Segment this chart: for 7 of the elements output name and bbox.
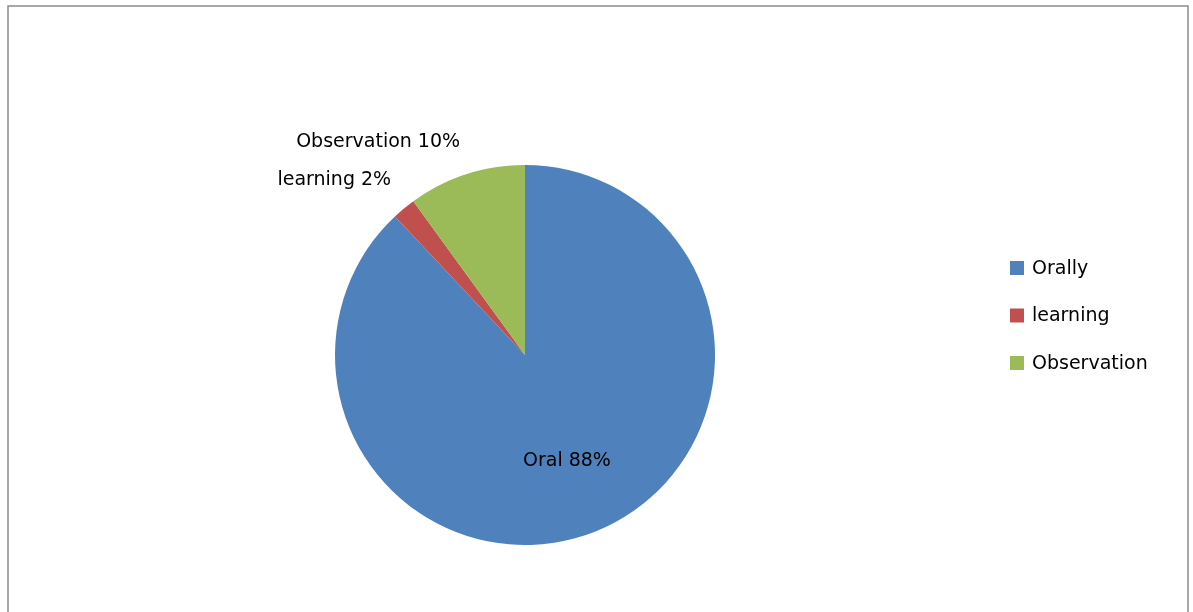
data-label: learning 2% [277, 166, 392, 189]
legend-label: Orally [1032, 255, 1089, 278]
legend-label: Observation [1032, 350, 1148, 373]
legend-label: learning [1032, 303, 1110, 325]
pie-slice [413, 165, 525, 355]
data-label: Observation 10% [296, 128, 461, 151]
data-label: Oral 88% [522, 448, 611, 471]
